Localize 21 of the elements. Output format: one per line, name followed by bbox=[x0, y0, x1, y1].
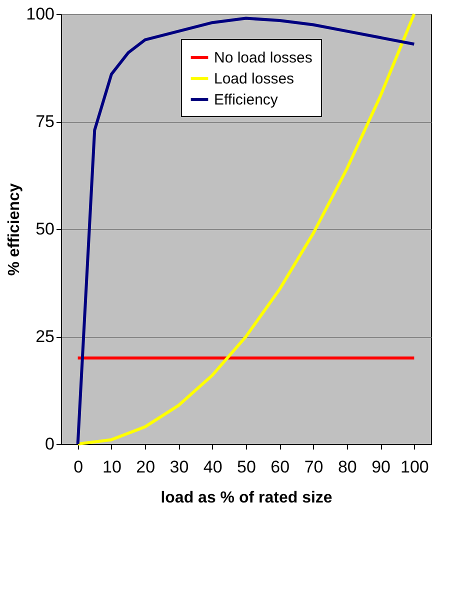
y-tick-label: 0 bbox=[45, 434, 54, 454]
y-tick-label: 100 bbox=[26, 4, 54, 24]
y-axis-title: % efficiency bbox=[6, 183, 24, 276]
x-tick-label: 50 bbox=[237, 458, 256, 476]
x-tick-label: 30 bbox=[170, 458, 189, 476]
x-tick-label: 60 bbox=[270, 458, 290, 476]
y-tick-label: 75 bbox=[36, 112, 54, 131]
x-tick-label: 10 bbox=[102, 458, 122, 476]
legend-label: No load losses bbox=[214, 50, 312, 66]
x-tick-label: 90 bbox=[372, 458, 391, 476]
y-tick-label: 50 bbox=[36, 220, 54, 238]
x-tick-label: 40 bbox=[203, 458, 222, 476]
x-tick-label: 20 bbox=[136, 458, 156, 476]
x-tick-label: 80 bbox=[338, 458, 357, 476]
legend-label: Load losses bbox=[214, 70, 294, 88]
legend-label: Efficiency bbox=[214, 92, 278, 108]
y-tick-label: 25 bbox=[36, 327, 54, 346]
x-tick-label: 70 bbox=[304, 458, 324, 476]
x-axis-title: load as % of rated size bbox=[160, 490, 332, 506]
x-tick-label: 0 bbox=[74, 458, 84, 476]
x-tick-label: 100 bbox=[400, 458, 429, 476]
